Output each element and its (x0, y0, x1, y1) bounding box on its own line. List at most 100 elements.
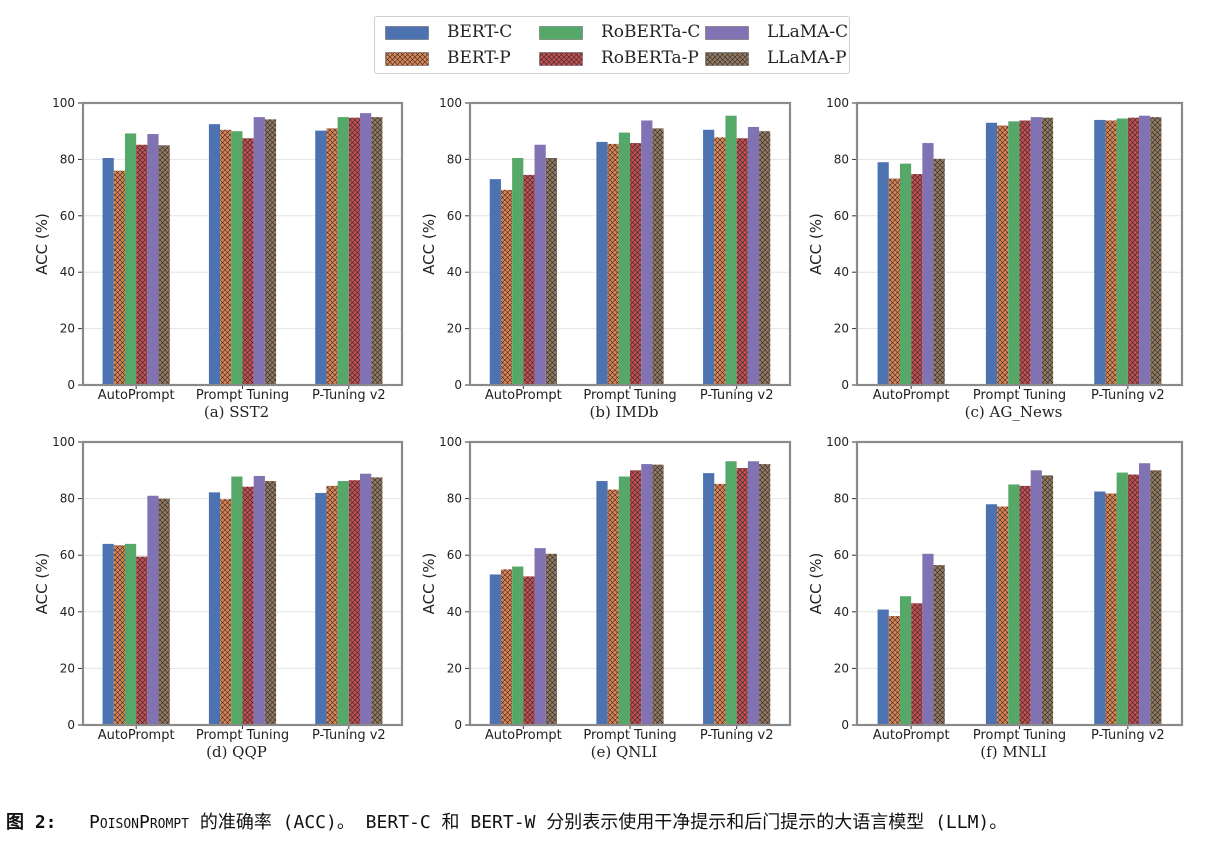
legend-label: LLaMA-P (767, 48, 847, 68)
bar-roberta-p-p-tuning-v2 (348, 117, 361, 385)
bar-roberta-c-prompt-tuning (231, 476, 243, 725)
bar-roberta-c-autoprompt (899, 163, 912, 385)
bar-llama-p-prompt-tuning (264, 119, 277, 385)
x-tick-label: AutoPrompt (98, 388, 175, 403)
chart-e-qnli: 0 20 40 60 80 100 AutoPrompt Prompt Tuning P-Tun… (420, 435, 792, 761)
y-axis-label: ACC (%) (807, 213, 825, 275)
bar-llama-c-autoprompt (922, 143, 934, 385)
bar-bert-c-autoprompt (489, 179, 501, 385)
y-tick-label: 20 (60, 322, 75, 336)
x-tick-label: P-Tuning v2 (1091, 728, 1165, 743)
x-tick-label: AutoPrompt (485, 728, 562, 743)
legend-swatch (539, 26, 583, 40)
plot-frame (855, 101, 1184, 387)
bar-bert-c-prompt-tuning (985, 504, 998, 725)
subplot-title: (a) SST2 (204, 403, 269, 421)
bar-bert-c-prompt-tuning (985, 122, 998, 386)
bar-llama-p-autoprompt (933, 565, 945, 725)
y-tick-label: 60 (834, 209, 849, 223)
bar-roberta-p-prompt-tuning (630, 143, 642, 385)
bar-llama-p-autoprompt (158, 498, 170, 725)
x-tick-label: P-Tuning v2 (1091, 388, 1165, 403)
bar-roberta-c-autoprompt (124, 543, 137, 725)
y-tick-label: 0 (67, 718, 75, 732)
x-tick-label: P-Tuning v2 (700, 388, 774, 403)
bar-llama-c-autoprompt (534, 548, 546, 725)
y-tick-label: 100 (439, 96, 462, 110)
bar-bert-c-autoprompt (102, 157, 114, 385)
bar-bert-p-p-tuning-v2 (1105, 120, 1117, 385)
x-tick-label: AutoPrompt (485, 388, 562, 403)
bar-llama-c-p-tuning-v2 (360, 473, 372, 725)
subplot-title: (c) AG_News (965, 403, 1063, 421)
bar-llama-c-p-tuning-v2 (360, 113, 372, 385)
y-tick-label: 80 (60, 152, 75, 166)
bar-bert-c-p-tuning-v2 (703, 473, 715, 725)
bar-llama-p-autoprompt (545, 157, 557, 385)
bar-roberta-p-p-tuning-v2 (1127, 474, 1140, 725)
legend-label: LLaMA-C (767, 22, 849, 42)
bar-llama-p-autoprompt (545, 553, 557, 725)
bar-llama-c-p-tuning-v2 (747, 461, 760, 725)
bar-roberta-p-p-tuning-v2 (736, 138, 748, 385)
legend-swatch (705, 52, 749, 66)
bar-bert-p-autoprompt (500, 189, 513, 385)
y-tick-label: 0 (454, 718, 462, 732)
y-tick-label: 100 (52, 96, 75, 110)
y-axis-label: ACC (%) (807, 553, 825, 615)
subplot-title: (f) MNLI (980, 743, 1046, 761)
bar-llama-c-autoprompt (147, 495, 159, 725)
bar-roberta-p-autoprompt (136, 144, 148, 385)
x-tick-label: Prompt Tuning (196, 388, 289, 403)
y-tick-label: 0 (841, 718, 849, 732)
bar-llama-p-prompt-tuning (652, 128, 664, 385)
y-tick-label: 20 (447, 322, 462, 336)
bar-llama-p-p-tuning-v2 (371, 117, 383, 385)
bar-bert-p-prompt-tuning (607, 489, 619, 725)
bar-bert-c-prompt-tuning (208, 124, 221, 386)
legend-label: RoBERTa-P (601, 48, 699, 68)
bar-llama-c-prompt-tuning (1030, 117, 1042, 385)
bar-llama-p-prompt-tuning (652, 464, 664, 725)
y-tick-label: 0 (454, 378, 462, 392)
x-tick-label: P-Tuning v2 (312, 388, 386, 403)
y-tick-label: 20 (60, 661, 75, 675)
legend-label: RoBERTa-C (601, 22, 701, 42)
y-tick-label: 40 (60, 265, 75, 279)
y-tick-label: 80 (60, 492, 75, 506)
bar-llama-c-prompt-tuning (641, 120, 653, 385)
bar-roberta-p-autoprompt (911, 174, 923, 385)
bar-roberta-c-autoprompt (899, 596, 912, 725)
x-tick-label: Prompt Tuning (973, 728, 1066, 743)
chart-b-imdb: 0 20 40 60 80 100 AutoPrompt Prompt Tuning P-Tun… (420, 96, 792, 421)
bar-bert-c-autoprompt (877, 162, 889, 385)
bar-bert-c-p-tuning-v2 (315, 492, 327, 725)
bar-bert-c-autoprompt (877, 609, 889, 725)
bar-llama-c-prompt-tuning (641, 464, 653, 725)
legend-swatch (705, 26, 749, 40)
y-tick-label: 40 (834, 605, 849, 619)
bar-roberta-c-prompt-tuning (618, 476, 630, 725)
bar-llama-p-p-tuning-v2 (1150, 470, 1162, 725)
bar-llama-c-prompt-tuning (253, 117, 265, 385)
plot-frame (81, 440, 404, 727)
bar-roberta-c-prompt-tuning (1008, 484, 1020, 725)
x-tick-label: AutoPrompt (873, 728, 950, 743)
bar-roberta-p-prompt-tuning (242, 486, 254, 725)
y-tick-label: 100 (52, 435, 75, 449)
bar-roberta-c-p-tuning-v2 (1116, 472, 1128, 725)
bar-roberta-p-p-tuning-v2 (1127, 117, 1140, 385)
bar-llama-p-prompt-tuning (1041, 117, 1054, 385)
bar-roberta-c-autoprompt (124, 133, 137, 385)
plot-frame (81, 101, 404, 387)
bar-bert-p-p-tuning-v2 (714, 483, 726, 725)
legend-swatch (385, 26, 429, 40)
bar-bert-c-p-tuning-v2 (315, 130, 327, 385)
x-tick-label: Prompt Tuning (583, 728, 676, 743)
bar-roberta-c-prompt-tuning (618, 132, 630, 385)
y-tick-label: 20 (834, 661, 849, 675)
bar-llama-c-p-tuning-v2 (1139, 463, 1151, 725)
y-tick-label: 40 (834, 265, 849, 279)
subplot-title: (e) QNLI (591, 743, 658, 761)
bar-bert-c-p-tuning-v2 (1094, 119, 1106, 386)
